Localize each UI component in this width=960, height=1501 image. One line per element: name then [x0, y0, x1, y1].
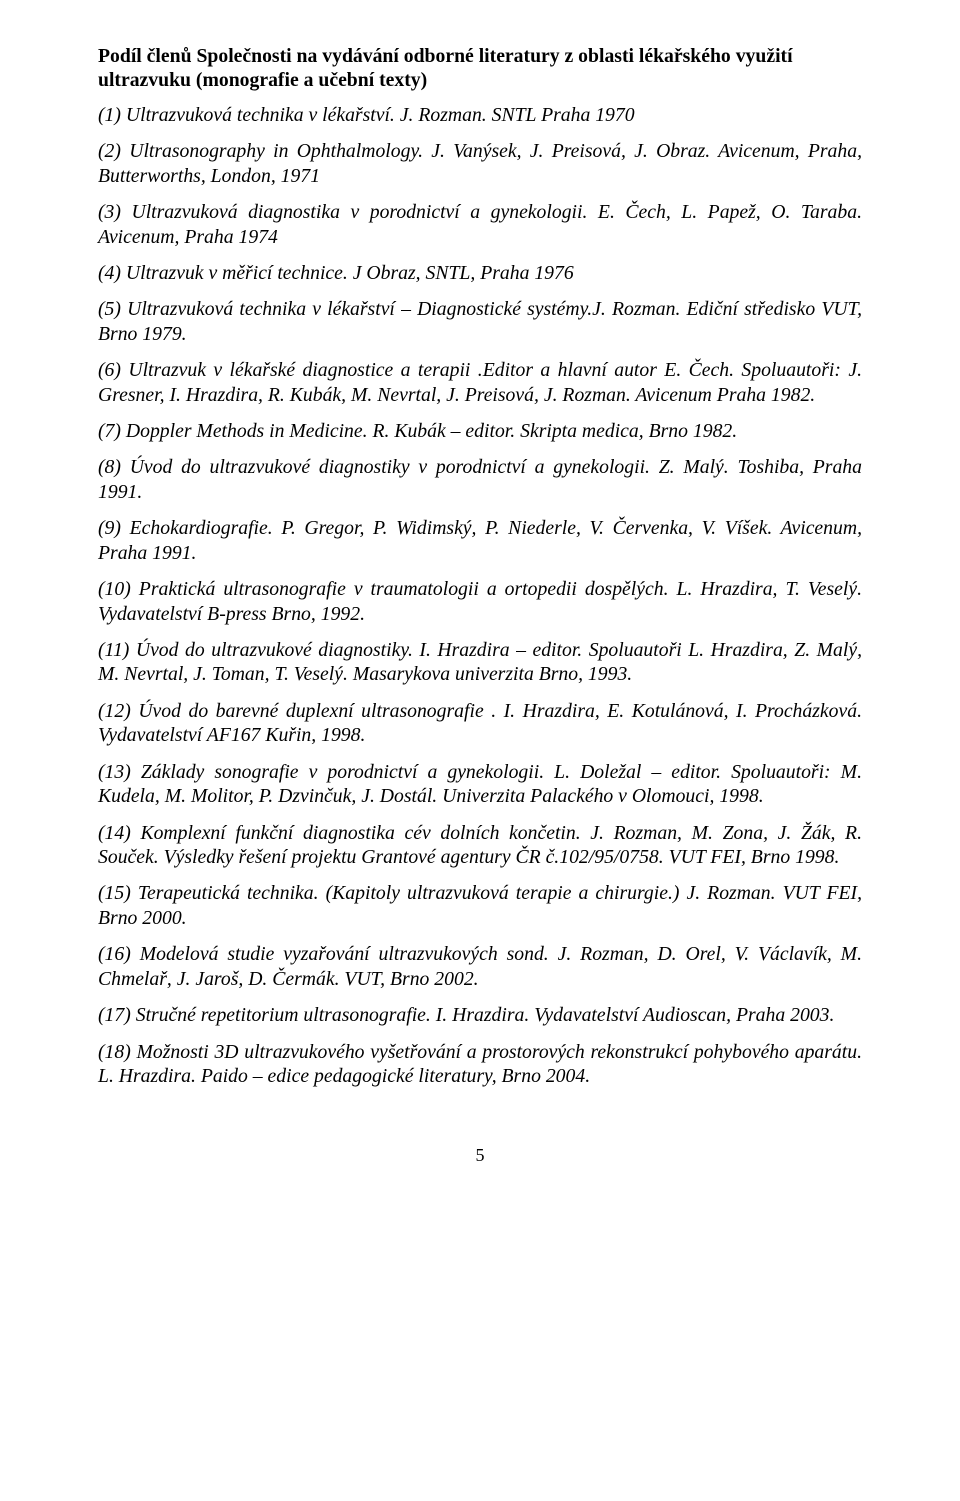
bibliography-entry: (2) Ultrasonography in Ophthalmology. J.…: [98, 139, 862, 188]
bibliography-entry: (6) Ultrazvuk v lékařské diagnostice a t…: [98, 358, 862, 407]
bibliography-entry: (1) Ultrazvuková technika v lékařství. J…: [98, 103, 862, 127]
bibliography-entry: (16) Modelová studie vyzařování ultrazvu…: [98, 942, 862, 991]
bibliography-entry: (15) Terapeutická technika. (Kapitoly ul…: [98, 881, 862, 930]
bibliography-entry: (8) Úvod do ultrazvukové diagnostiky v p…: [98, 455, 862, 504]
document-page: Podíl členů Společnosti na vydávání odbo…: [0, 0, 960, 1501]
section-heading: Podíl členů Společnosti na vydávání odbo…: [98, 44, 862, 93]
bibliography-entry: (5) Ultrazvuková technika v lékařství – …: [98, 297, 862, 346]
bibliography-entry: (9) Echokardiografie. P. Gregor, P. Widi…: [98, 516, 862, 565]
bibliography-entry: (17) Stručné repetitorium ultrasonografi…: [98, 1003, 862, 1027]
bibliography-entry: (3) Ultrazvuková diagnostika v porodnict…: [98, 200, 862, 249]
bibliography-entry: (14) Komplexní funkční diagnostika cév d…: [98, 821, 862, 870]
page-number: 5: [98, 1144, 862, 1166]
bibliography-list: (1) Ultrazvuková technika v lékařství. J…: [98, 103, 862, 1089]
bibliography-entry: (7) Doppler Methods in Medicine. R. Kubá…: [98, 419, 862, 443]
bibliography-entry: (10) Praktická ultrasonografie v traumat…: [98, 577, 862, 626]
bibliography-entry: (13) Základy sonografie v porodnictví a …: [98, 760, 862, 809]
bibliography-entry: (18) Možnosti 3D ultrazvukového vyšetřov…: [98, 1040, 862, 1089]
bibliography-entry: (4) Ultrazvuk v měřicí technice. J Obraz…: [98, 261, 862, 285]
bibliography-entry: (11) Úvod do ultrazvukové diagnostiky. I…: [98, 638, 862, 687]
bibliography-entry: (12) Úvod do barevné duplexní ultrasonog…: [98, 699, 862, 748]
